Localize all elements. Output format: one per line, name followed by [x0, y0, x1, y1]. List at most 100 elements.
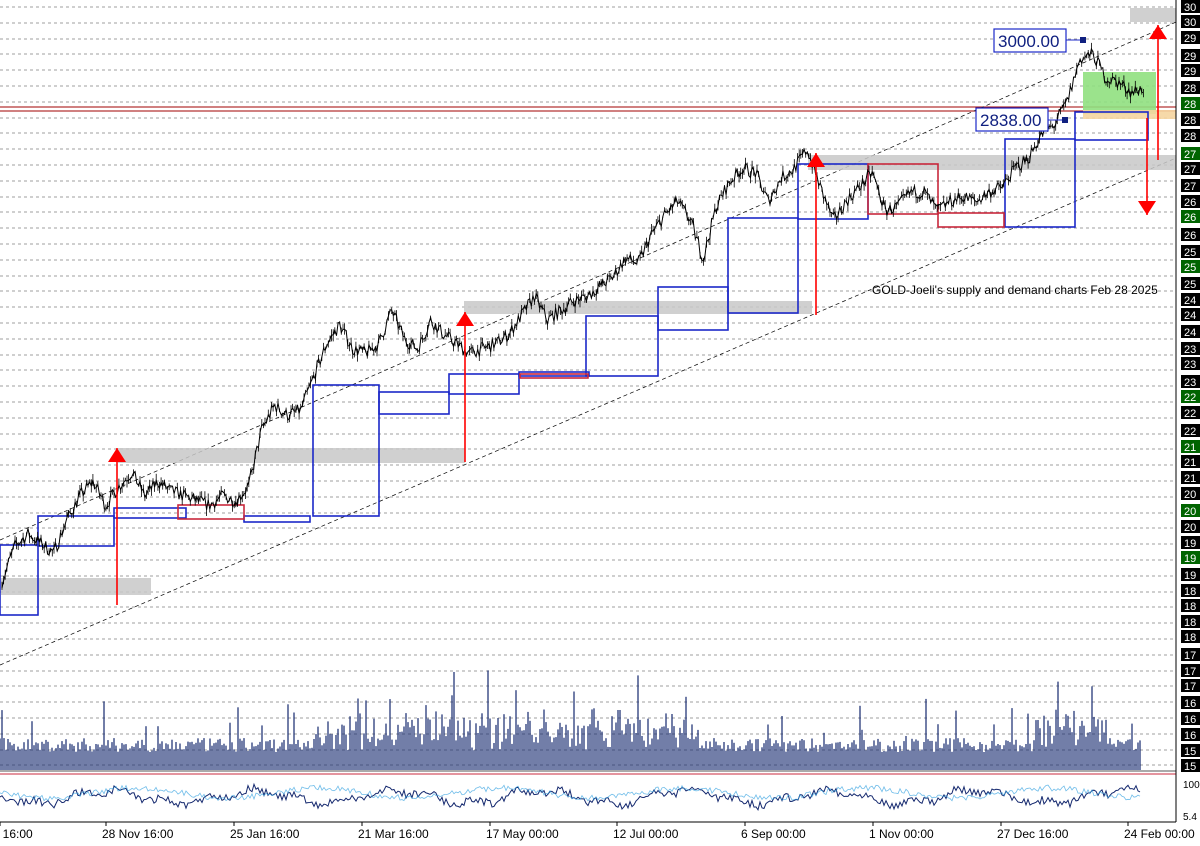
y-tick-label: 22	[1184, 426, 1196, 438]
y-tick-label: 22	[1184, 392, 1196, 404]
y-tick-label: 19	[1184, 570, 1196, 582]
y-tick-label: 29	[1184, 33, 1196, 45]
y-tick-label-bg	[1181, 0, 1200, 13]
y-tick-label: 19	[1184, 538, 1196, 550]
arrow-head-down	[1138, 201, 1156, 215]
y-tick-label: 17	[1184, 666, 1196, 678]
blue-box	[1004, 138, 1076, 228]
box-layer	[0, 111, 1149, 616]
y-tick-label-bg	[1181, 129, 1200, 142]
blue-box	[378, 391, 450, 415]
blue-box	[0, 544, 39, 616]
grid-layer	[0, 6, 1176, 766]
supply-demand-zone	[464, 301, 812, 314]
y-tick-label-bg	[1181, 31, 1200, 44]
y-tick-label-bg	[1181, 210, 1200, 223]
y-tick-label-bg	[1181, 551, 1200, 564]
y-tick-label: 20	[1184, 506, 1196, 518]
y-tick-label: 18	[1184, 617, 1196, 629]
y-tick-label: 20	[1184, 522, 1196, 534]
y-tick-label: 19	[1184, 553, 1196, 565]
x-tick-label: 1 Nov 00:00	[869, 827, 934, 841]
y-tick-label-bg	[1181, 245, 1200, 258]
y-tick-label: 23	[1184, 359, 1196, 371]
y-tick-label-bg	[1181, 487, 1200, 500]
y-tick-label: 26	[1184, 197, 1196, 209]
y-tick-label-bg	[1181, 455, 1200, 468]
price-label-marker	[1080, 37, 1086, 43]
blue-box	[113, 507, 187, 519]
y-tick-label-bg	[1181, 664, 1200, 677]
y-tick-label-bg	[1181, 471, 1200, 484]
oscillator-line	[0, 782, 1141, 811]
blue-box	[518, 371, 590, 377]
red-box	[867, 163, 939, 215]
y-tick-label: 29	[1184, 51, 1196, 63]
x-tick-label: 6 Sep 00:00	[741, 827, 806, 841]
y-tick-label: 24	[1184, 295, 1196, 307]
oscillator-signal-line	[0, 784, 1141, 802]
y-tick-label-bg	[1181, 390, 1200, 403]
y-tick-label: 17	[1184, 681, 1196, 693]
osc-layer	[0, 782, 1176, 823]
y-tick-label-bg	[1181, 162, 1200, 175]
channel-layer	[0, 21, 1177, 666]
y-tick-label: 28	[1184, 99, 1196, 111]
y-tick-label-bg	[1181, 357, 1200, 370]
y-tick-label-bg	[1181, 679, 1200, 692]
blue-box	[37, 515, 115, 547]
blue-box	[727, 217, 799, 314]
y-tick-label-bg	[1181, 536, 1200, 549]
y-tick-label: 22	[1184, 408, 1196, 420]
supply-demand-zone	[808, 155, 1178, 170]
y-tick-label: 21	[1184, 457, 1196, 469]
y-tick-label: 27	[1184, 164, 1196, 176]
channel-lower-line	[0, 157, 1177, 666]
supply-demand-zone	[118, 448, 465, 463]
green-zone	[1083, 72, 1156, 114]
y-tick-label-bg	[1181, 712, 1200, 725]
y-tick-label-bg	[1181, 228, 1200, 241]
y-tick-label: 21	[1184, 473, 1196, 485]
y-tick-label: 28	[1184, 115, 1196, 127]
oscillator-label: 5.4	[1183, 812, 1197, 823]
price-line	[1, 47, 1144, 589]
y-tick-label: 16	[1184, 698, 1196, 710]
y-tick-label-bg	[1181, 615, 1200, 628]
y-tick-label-bg	[1181, 342, 1200, 355]
y-tick-label-bg	[1181, 147, 1200, 160]
price-layer	[1, 42, 1144, 590]
price-label-3000: 3000.00	[998, 32, 1059, 51]
y-tick-label: 27	[1184, 149, 1196, 161]
y-tick-label-bg	[1181, 696, 1200, 709]
y-tick-label: 23	[1184, 344, 1196, 356]
x-tick-label: t 16:00	[0, 827, 33, 841]
supply-demand-zone	[1, 578, 151, 595]
arrow-head-up	[1149, 25, 1167, 39]
x-tick-label: 25 Jan 16:00	[230, 827, 300, 841]
y-tick-label: 26	[1184, 212, 1196, 224]
y-tick-label: 28	[1184, 131, 1196, 143]
x-tick-label: 17 May 00:00	[486, 827, 559, 841]
y-tick-label: 15	[1184, 761, 1196, 773]
y-tick-label: 18	[1184, 632, 1196, 644]
arrow-head-up	[108, 448, 126, 462]
y-tick-label: 16	[1184, 714, 1196, 726]
y-tick-label-bg	[1181, 406, 1200, 419]
y-tick-label: 28	[1184, 83, 1196, 95]
y-tick-label: 30	[1184, 17, 1196, 29]
y-tick-label-bg	[1181, 728, 1200, 741]
y-tick-label-bg	[1181, 260, 1200, 273]
orange-zone	[1083, 110, 1176, 119]
price-label-marker	[1062, 117, 1068, 123]
y-tick-label-bg	[1181, 49, 1200, 62]
y-tick-label-bg	[1181, 15, 1200, 28]
y-tick-label-bg	[1181, 81, 1200, 94]
y-tick-label-bg	[1181, 504, 1200, 517]
x-tick-label: 12 Jul 00:00	[613, 827, 679, 841]
supply-demand-zone	[1130, 8, 1176, 22]
y-tick-label-bg	[1181, 630, 1200, 643]
